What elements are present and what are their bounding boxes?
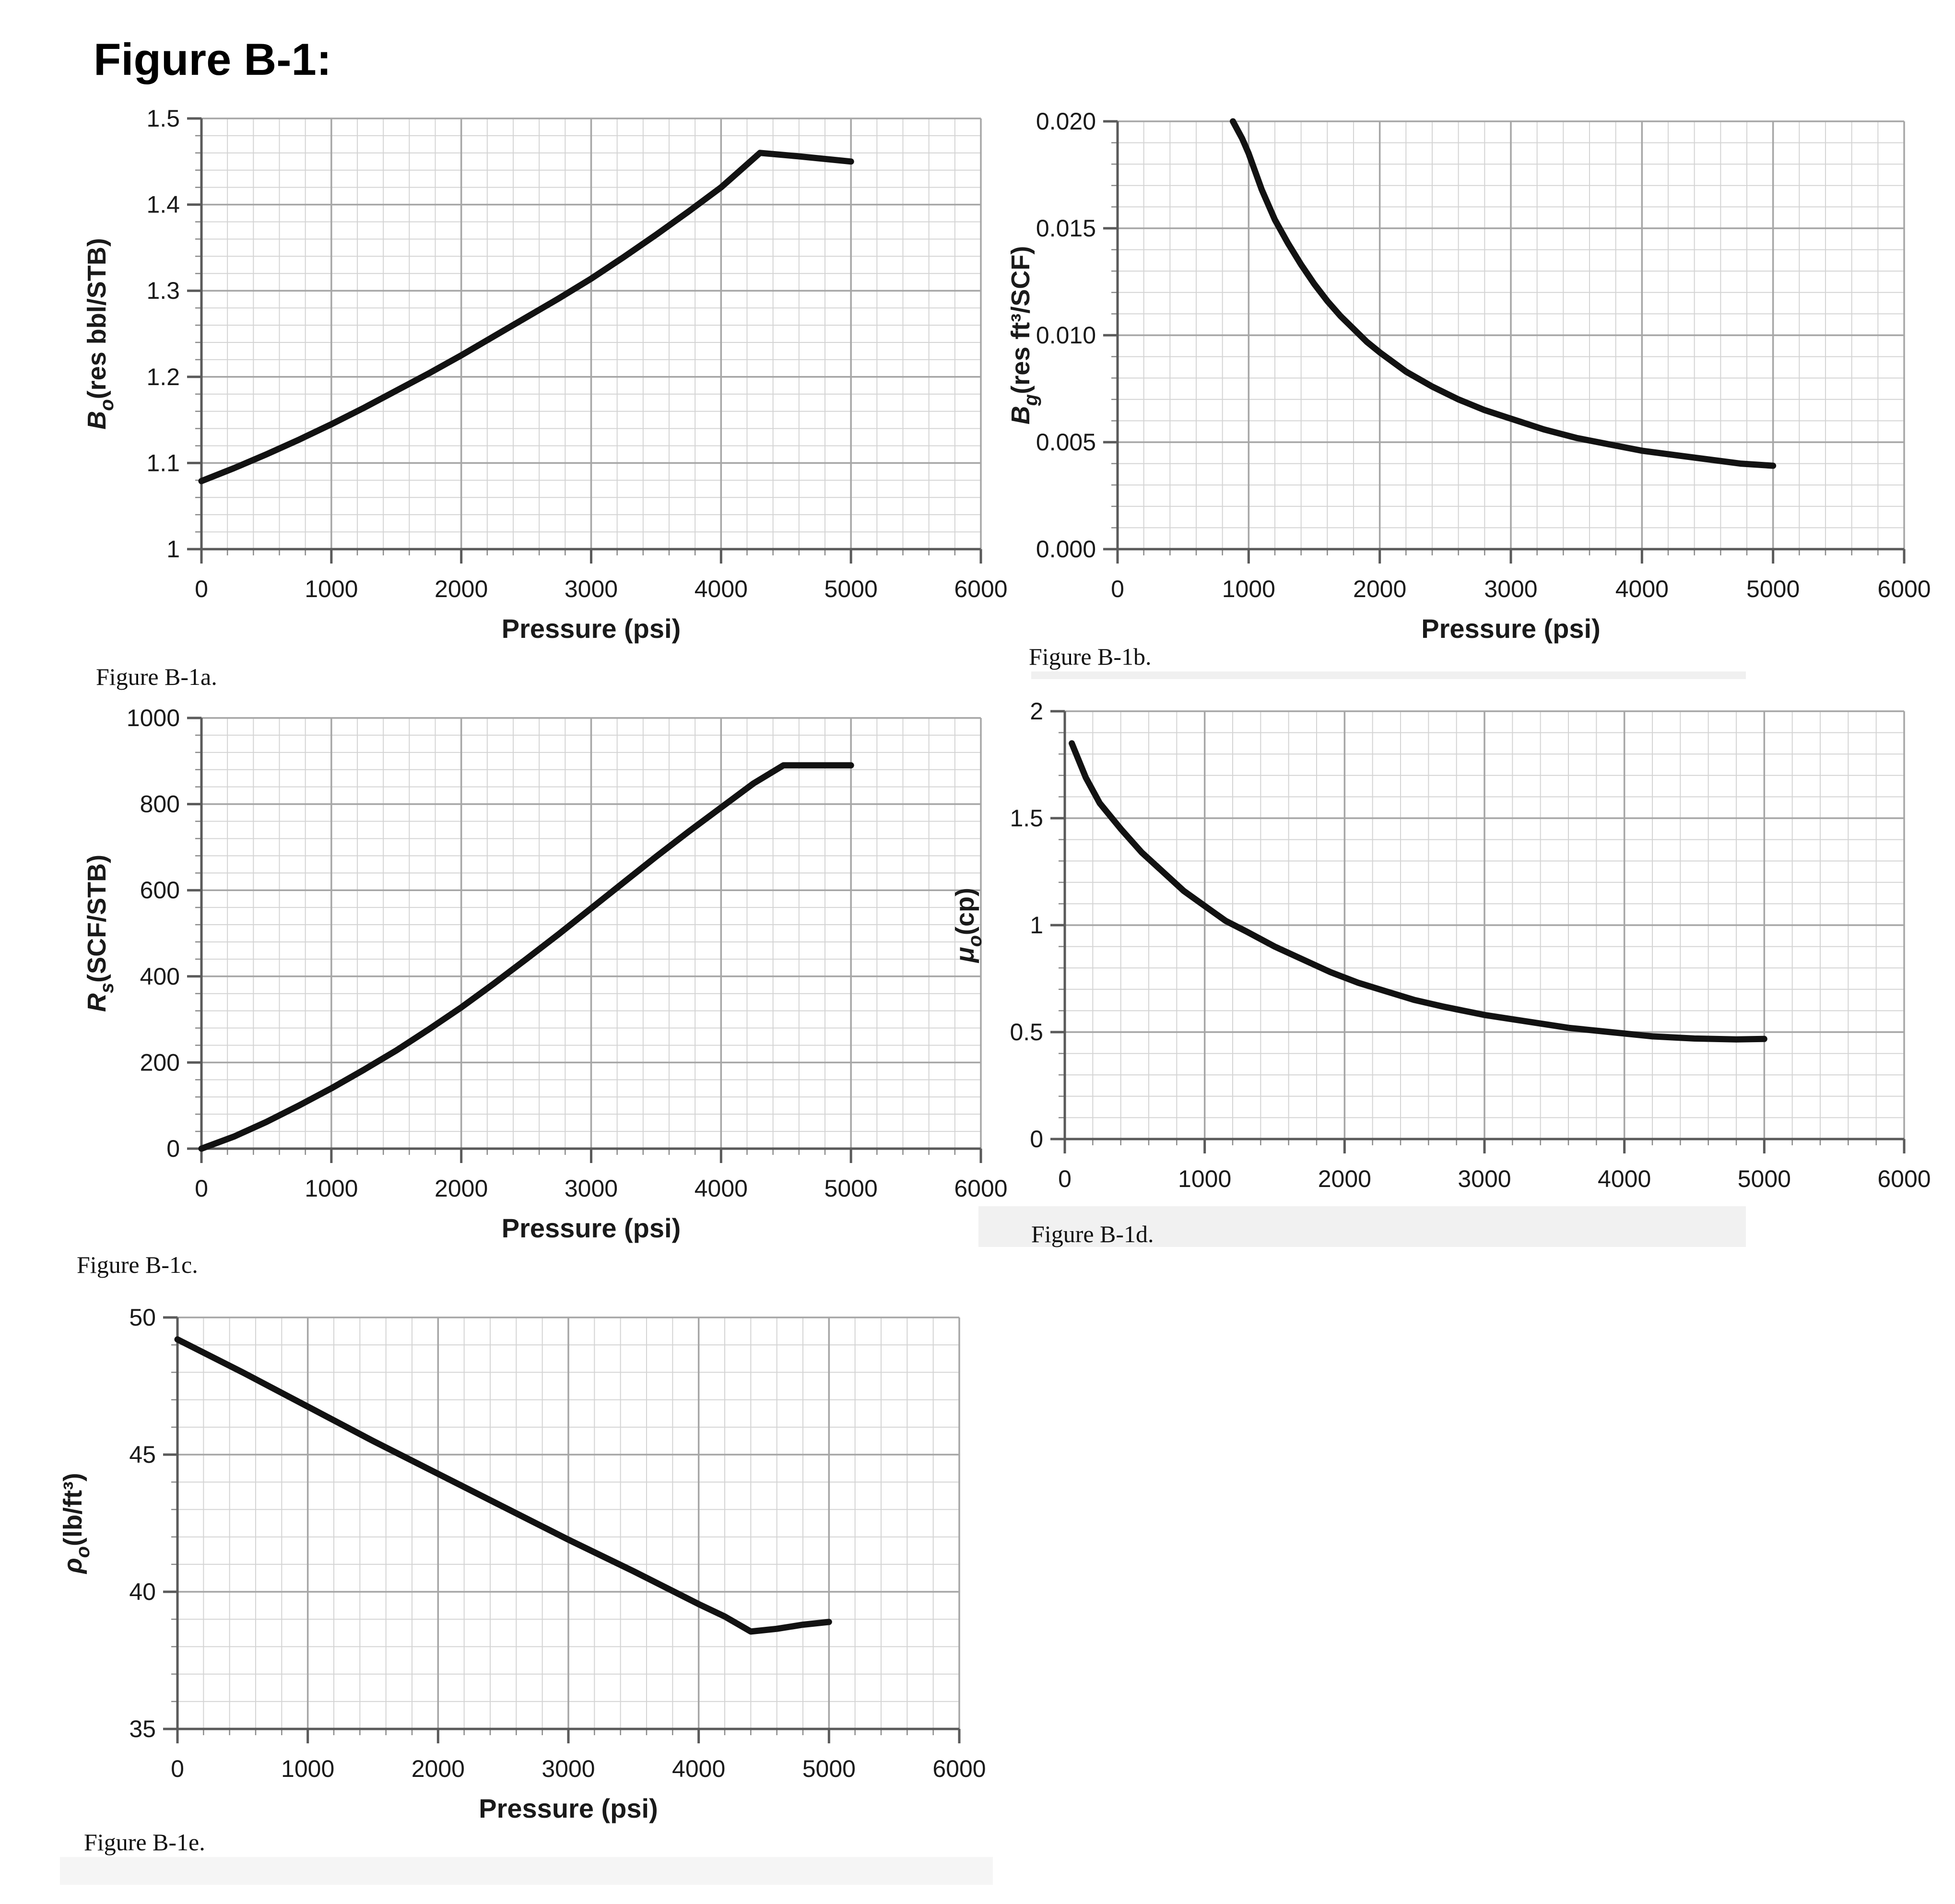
svg-text:Pressure (psi): Pressure (psi) — [502, 613, 681, 644]
chart-b1a: 0 1000 2000 3000 4000 5000 6000 1 1.1 1.2 1.3 1.4 1.… — [72, 98, 1007, 659]
chart-b1e-canvas: 0 1000 2000 3000 4000 5000 6000 35 40 45 50 Pressur… — [59, 1304, 986, 1823]
caption-b1c: Figure B-1c. — [77, 1251, 198, 1278]
svg-text:3000: 3000 — [565, 576, 618, 602]
svg-text:1000: 1000 — [305, 576, 358, 602]
svg-text:0: 0 — [1058, 1165, 1072, 1192]
svg-text:Rs(SCF/STB): Rs(SCF/STB) — [82, 855, 118, 1012]
chart-b1d: 010002000300040005000600000.511.52Pressu… — [940, 688, 1947, 1249]
svg-text:35: 35 — [129, 1716, 156, 1742]
svg-text:1.1: 1.1 — [146, 449, 180, 476]
svg-text:μo(cp): μo(cp) — [951, 888, 986, 964]
svg-text:0: 0 — [195, 576, 208, 602]
svg-text:0.010: 0.010 — [1036, 322, 1096, 349]
svg-text:1000: 1000 — [305, 1175, 358, 1202]
svg-text:2000: 2000 — [412, 1755, 465, 1782]
svg-text:0.005: 0.005 — [1036, 429, 1096, 456]
svg-text:5000: 5000 — [1738, 1165, 1791, 1192]
svg-text:0.020: 0.020 — [1036, 108, 1096, 135]
svg-text:1000: 1000 — [1178, 1165, 1231, 1192]
svg-text:Bg(res ft³/SCF): Bg(res ft³/SCF) — [1006, 246, 1041, 424]
svg-text:2000: 2000 — [1353, 576, 1406, 602]
chart-b1b-canvas: 0 1000 2000 3000 4000 5000 6000 0.000 0.005 0.010… — [1006, 108, 1931, 644]
svg-text:2: 2 — [1030, 698, 1043, 725]
svg-text:Pressure (psi): Pressure (psi) — [502, 1213, 681, 1243]
svg-text:4000: 4000 — [695, 1175, 748, 1202]
chart-b1e: 0 1000 2000 3000 4000 5000 6000 35 40 45 50 Pressur… — [48, 1297, 988, 1858]
svg-text:800: 800 — [140, 791, 180, 818]
svg-text:1000: 1000 — [1222, 576, 1275, 602]
svg-text:Pressure (psi): Pressure (psi) — [1421, 613, 1601, 644]
svg-text:1.3: 1.3 — [146, 277, 180, 304]
svg-text:4000: 4000 — [1598, 1165, 1651, 1192]
svg-text:1.2: 1.2 — [146, 364, 180, 390]
svg-text:50: 50 — [129, 1304, 156, 1331]
svg-text:3000: 3000 — [1484, 576, 1537, 602]
svg-text:1000: 1000 — [127, 705, 180, 731]
svg-text:5000: 5000 — [802, 1755, 856, 1782]
svg-text:6000: 6000 — [954, 576, 1007, 602]
svg-text:1000: 1000 — [281, 1755, 334, 1782]
svg-text:6000: 6000 — [932, 1755, 986, 1782]
svg-text:Bo(res bbl/STB): Bo(res bbl/STB) — [82, 238, 118, 429]
svg-text:3000: 3000 — [1458, 1165, 1511, 1192]
caption-b1a: Figure B-1a. — [96, 663, 217, 690]
caption-b1d: Figure B-1d. — [1031, 1221, 1154, 1247]
svg-text:4000: 4000 — [672, 1755, 725, 1782]
chart-b1c-canvas: 0 1000 2000 3000 4000 5000 6000 0 200 400 600 800 10… — [82, 705, 1007, 1243]
svg-text:2000: 2000 — [435, 1175, 488, 1202]
svg-text:5000: 5000 — [824, 576, 878, 602]
svg-text:0: 0 — [166, 1135, 180, 1162]
svg-text:6000: 6000 — [1877, 1165, 1931, 1192]
svg-text:6000: 6000 — [1877, 576, 1931, 602]
svg-text:0: 0 — [195, 1175, 208, 1202]
svg-text:0.5: 0.5 — [1010, 1019, 1043, 1046]
svg-text:3000: 3000 — [565, 1175, 618, 1202]
svg-text:0.015: 0.015 — [1036, 215, 1096, 242]
svg-text:0.000: 0.000 — [1036, 536, 1096, 563]
page-title: Figure B-1: — [94, 34, 332, 84]
svg-text:3000: 3000 — [542, 1755, 595, 1782]
caption-b1b: Figure B-1b. — [1029, 643, 1152, 670]
svg-text:1.5: 1.5 — [146, 105, 180, 132]
svg-text:4000: 4000 — [1615, 576, 1669, 602]
svg-text:1: 1 — [1030, 912, 1043, 939]
scan-band-d — [978, 1206, 1746, 1247]
chart-b1c: 0 1000 2000 3000 4000 5000 6000 0 200 400 600 800 10… — [72, 698, 1007, 1259]
svg-text:Pressure (psi): Pressure (psi) — [479, 1793, 658, 1823]
svg-text:1.5: 1.5 — [1010, 805, 1043, 832]
chart-b1d-canvas: 010002000300040005000600000.511.52Pressu… — [951, 698, 1931, 1234]
svg-text:5000: 5000 — [824, 1175, 878, 1202]
chart-b1a-canvas: 0 1000 2000 3000 4000 5000 6000 1 1.1 1.2 1.3 1.4 1.… — [82, 105, 1007, 644]
svg-text:600: 600 — [140, 877, 180, 904]
svg-text:1.4: 1.4 — [146, 191, 180, 218]
svg-text:200: 200 — [140, 1049, 180, 1076]
scan-band-e — [60, 1857, 993, 1885]
svg-text:0: 0 — [171, 1755, 184, 1782]
scan-band-b — [1031, 671, 1746, 679]
chart-b1b: 0 1000 2000 3000 4000 5000 6000 0.000 0.005 0.010… — [998, 98, 1947, 659]
svg-text:2000: 2000 — [435, 576, 488, 602]
svg-text:6000: 6000 — [954, 1175, 1007, 1202]
svg-text:5000: 5000 — [1746, 576, 1800, 602]
svg-text:400: 400 — [140, 963, 180, 990]
caption-b1e: Figure B-1e. — [84, 1829, 205, 1856]
svg-text:1: 1 — [166, 536, 180, 563]
svg-text:2000: 2000 — [1318, 1165, 1371, 1192]
svg-text:0: 0 — [1030, 1126, 1043, 1152]
svg-text:45: 45 — [129, 1441, 156, 1468]
svg-text:4000: 4000 — [695, 576, 748, 602]
svg-text:0: 0 — [1111, 576, 1124, 602]
svg-text:ρo(lb/ft³): ρo(lb/ft³) — [59, 1473, 94, 1575]
svg-text:40: 40 — [129, 1578, 156, 1605]
